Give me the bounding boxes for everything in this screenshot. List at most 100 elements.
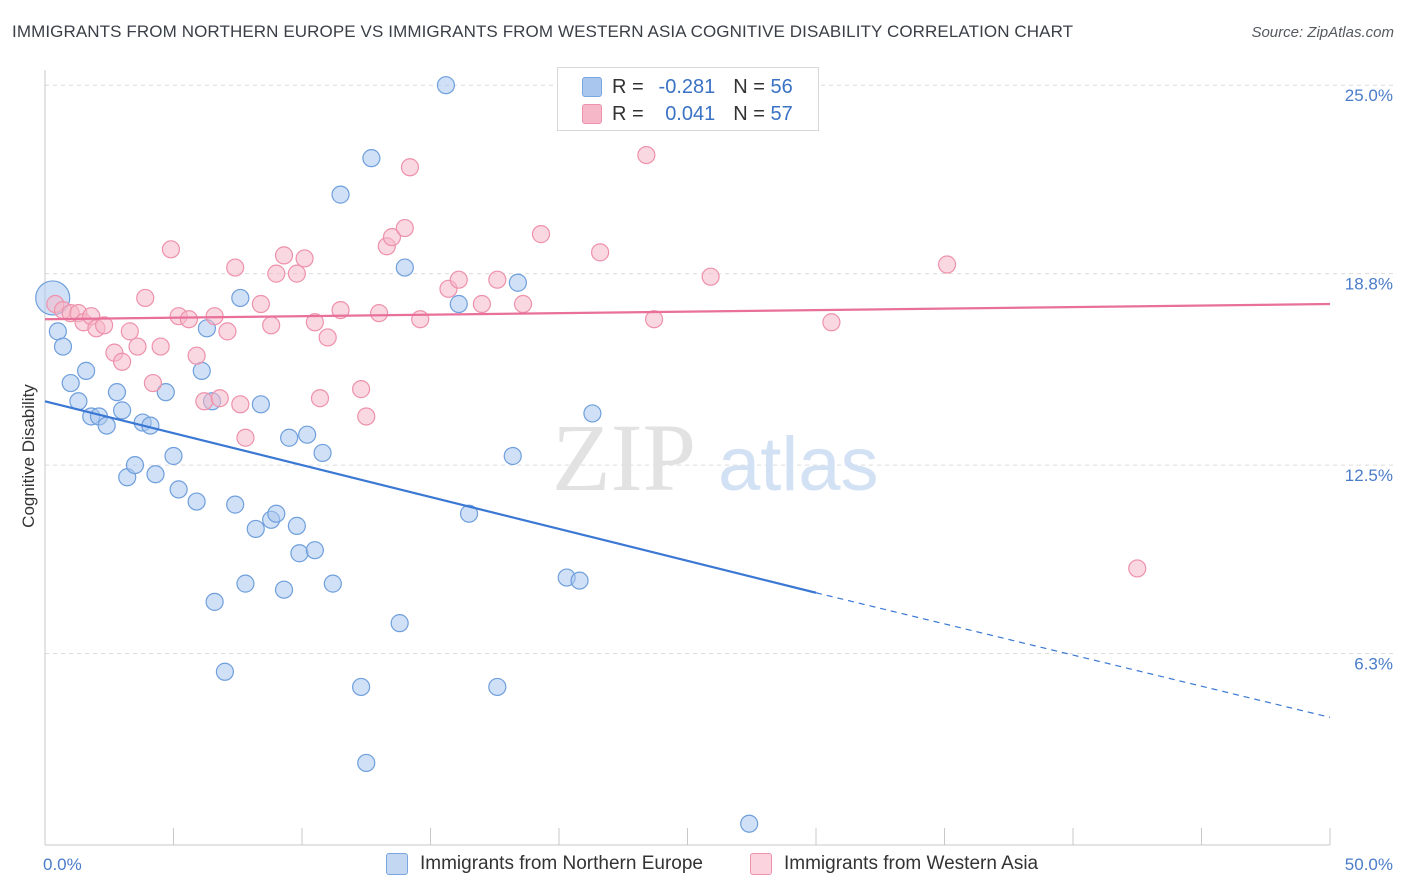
point-northern-europe [192, 361, 211, 380]
point-northern-europe [215, 662, 234, 681]
point-western-asia [395, 218, 414, 238]
source-label: Source: ZipAtlas.com [1251, 24, 1394, 41]
point-northern-europe [112, 401, 132, 420]
point-northern-europe [503, 446, 522, 466]
bottom-legend-label-northern-europe: Immigrants from Northern Europe [420, 853, 703, 874]
bottom-legend-swatch-western-asia [750, 853, 772, 875]
point-western-asia [226, 258, 245, 277]
point-western-asia [112, 352, 132, 371]
point-northern-europe [267, 504, 286, 523]
point-northern-europe [156, 383, 175, 402]
point-western-asia [143, 373, 163, 393]
point-northern-europe [77, 361, 96, 380]
point-western-asia [331, 300, 350, 320]
point-western-asia [236, 428, 255, 447]
point-northern-europe [740, 814, 759, 833]
bottom-legend-northern-europe: Immigrants from Northern Europe [386, 850, 703, 878]
trend-line-northern-europe [44, 400, 817, 594]
point-western-asia [937, 255, 957, 274]
axis-labels: 6.3% 12.5% 18.8% 25.0% 0.0% 50.0% Cognitive Di… [19, 86, 1393, 874]
point-northern-europe [583, 404, 602, 423]
point-western-asia [231, 395, 250, 414]
point-northern-europe [570, 571, 589, 590]
point-western-asia [531, 225, 551, 244]
legend-n-value: 57 [770, 102, 793, 125]
point-northern-europe [226, 495, 245, 514]
point-northern-europe [459, 504, 479, 523]
point-western-asia [195, 392, 214, 411]
point-northern-europe [488, 677, 507, 697]
point-northern-europe [53, 337, 73, 356]
x-tick-label-start: 0.0% [43, 855, 82, 874]
point-northern-europe [436, 76, 456, 95]
point-western-asia [187, 346, 206, 365]
point-northern-europe [187, 492, 206, 511]
point-western-asia [274, 246, 294, 265]
legend: R = -0.281 N = 56 R = 0.041 N = 57 [557, 67, 819, 131]
point-northern-europe [231, 288, 250, 308]
point-northern-europe [390, 614, 409, 633]
point-northern-europe [274, 580, 294, 599]
legend-row-western-asia: R = 0.041 N = 57 [582, 101, 793, 127]
point-northern-europe [449, 294, 468, 314]
point-western-asia [644, 310, 664, 329]
point-northern-europe [362, 149, 381, 168]
x-tick-label-end: 50.0% [1345, 855, 1393, 874]
point-northern-europe [236, 574, 255, 593]
point-northern-europe [280, 428, 299, 447]
point-northern-europe [169, 480, 188, 499]
point-western-asia [637, 145, 656, 165]
point-northern-europe [395, 258, 414, 277]
legend-row-northern-europe: R = -0.281 N = 56 [582, 74, 793, 100]
bottom-legend-swatch-northern-europe [386, 853, 408, 875]
point-northern-europe [287, 516, 306, 535]
point-northern-europe [298, 425, 317, 444]
point-northern-europe [313, 443, 332, 463]
legend-swatch-northern-europe [582, 77, 602, 97]
y-tick-label: 6.3% [1354, 655, 1393, 674]
point-western-asia [400, 158, 420, 177]
point-northern-europe [508, 273, 527, 292]
point-northern-europe [323, 574, 342, 593]
legend-r-value: -0.281 [658, 75, 716, 98]
point-western-asia [488, 270, 507, 289]
point-western-asia [305, 313, 324, 332]
point-western-asia [370, 304, 389, 323]
bottom-legend-label-western-asia: Immigrants from Western Asia [784, 853, 1039, 874]
legend-r-value: 0.041 [665, 102, 716, 125]
legend-r-label: R = [612, 75, 644, 98]
trend-line-extension-northern-europe [815, 592, 1331, 718]
point-northern-europe [205, 592, 224, 611]
point-western-asia [822, 313, 841, 332]
point-northern-europe [331, 185, 350, 204]
y-tick-label: 25.0% [1345, 86, 1393, 105]
legend-n-label: N = [733, 75, 765, 98]
point-western-asia [310, 389, 330, 408]
point-western-asia [701, 267, 720, 286]
point-northern-europe [97, 416, 116, 435]
point-western-asia [95, 316, 114, 335]
point-northern-europe [146, 465, 165, 484]
point-northern-europe [164, 446, 183, 466]
point-western-asia [128, 337, 147, 356]
point-western-asia [591, 243, 610, 262]
point-western-asia [382, 228, 402, 247]
point-northern-europe [352, 677, 371, 697]
y-tick-label: 12.5% [1345, 466, 1393, 485]
point-northern-europe [61, 373, 80, 393]
point-northern-europe [48, 322, 67, 341]
point-western-asia [136, 288, 155, 308]
point-western-asia [218, 322, 237, 341]
y-tick-label: 18.8% [1345, 275, 1393, 294]
watermark: ZIP atlas [552, 404, 879, 511]
point-western-asia [449, 270, 468, 289]
point-western-asia [120, 322, 139, 341]
point-western-asia [161, 240, 181, 259]
y-axis-label: Cognitive Disability [19, 384, 38, 528]
point-northern-europe [357, 753, 376, 773]
point-western-asia [210, 389, 229, 408]
point-western-asia [251, 294, 270, 314]
trend-line-western-asia [44, 302, 1331, 321]
legend-r-label: R = [612, 102, 644, 125]
